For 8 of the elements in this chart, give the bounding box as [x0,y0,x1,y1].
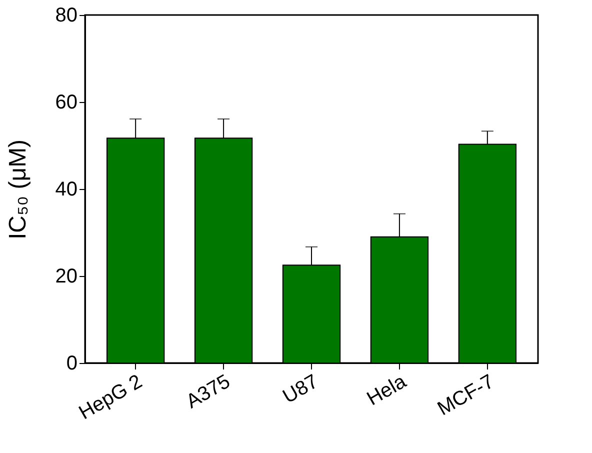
y-tick-label: 80 [55,4,78,26]
y-tick-label: 20 [55,266,78,288]
y-tick-label: 0 [66,352,78,374]
y-tick-label: 60 [55,92,78,114]
y-axis-title: IC₅₀ (μM) [4,139,32,240]
x-tick-label: U87 [279,370,322,408]
y-tick-label: 40 [55,178,78,200]
x-tick-label: Hela [363,370,411,410]
